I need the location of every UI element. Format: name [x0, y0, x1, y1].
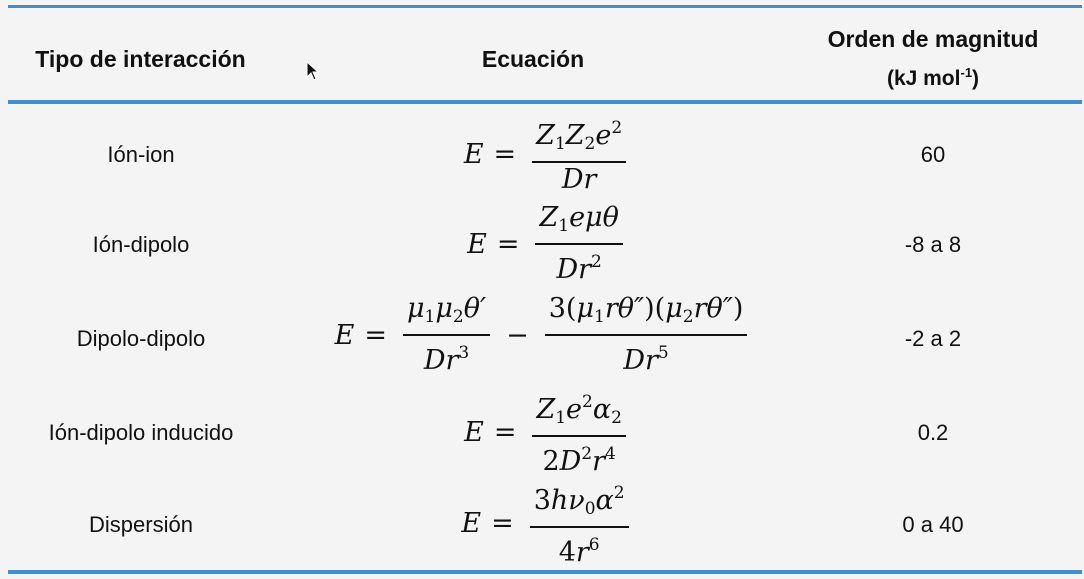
- equation-ion-ion: E = Z1Z2e2 Dr: [304, 109, 792, 199]
- interaction-type: Ión-dipolo inducido: [48, 420, 234, 445]
- interaction-table: Tipo de interacción Ecuación Orden de ma…: [8, 5, 1082, 575]
- header-magnitude: Orden de magnitud (kJ mol-1): [788, 22, 1078, 96]
- magnitude-value: -8 a 8: [904, 232, 962, 257]
- table-row: Ión-dipolo inducido E = Z1e2α2 2D2r4 0.2: [8, 387, 1082, 477]
- header-interaction-type: Tipo de interacción: [35, 46, 246, 72]
- interaction-type: Ión-dipolo: [92, 232, 190, 257]
- equation-dispersion: E = 3hν0α2 4r6: [304, 478, 792, 568]
- interaction-type: Dispersión: [89, 512, 193, 537]
- interaction-type: Ión-ion: [107, 142, 175, 167]
- header-rule: [8, 100, 1082, 104]
- bottom-rule: [8, 570, 1082, 574]
- table-row: Ión-dipolo E = Z1eμθ Dr2 -8 a 8: [8, 199, 1082, 289]
- mouse-pointer-icon: [306, 61, 320, 81]
- equation-ion-induced-dipole: E = Z1e2α2 2D2r4: [304, 387, 792, 477]
- unit-prefix: (kJ mol: [886, 67, 961, 90]
- magnitude-value: 0.2: [917, 420, 949, 445]
- equation-dipole-dipole: E = μ1μ2θ′ Dr3 − 3(μ1rθ″)(μ2rθ″) Dr5: [284, 290, 804, 380]
- table-header: Tipo de interacción Ecuación Orden de ma…: [8, 8, 1082, 100]
- interaction-type: Dipolo-dipolo: [76, 326, 206, 351]
- header-magnitude-title: Orden de magnitud: [827, 26, 1039, 52]
- table-row: Ión-ion E = Z1Z2e2 Dr 60: [8, 109, 1082, 199]
- equation-ion-dipole: E = Z1eμθ Dr2: [304, 199, 792, 289]
- table-row: Dipolo-dipolo E = μ1μ2θ′ Dr3 − 3(μ1rθ″)(μ2…: [8, 290, 1082, 380]
- header-magnitude-unit: (kJ mol-1): [788, 56, 1078, 96]
- header-equation: Ecuación: [481, 46, 585, 72]
- unit-suffix: ): [972, 67, 980, 90]
- table-row: Dispersión E = 3hν0α2 4r6 0 a 40: [8, 478, 1082, 568]
- top-rule: [8, 5, 1082, 8]
- magnitude-value: 60: [920, 142, 946, 167]
- unit-exponent: -1: [960, 65, 973, 80]
- magnitude-value: 0 a 40: [902, 512, 964, 537]
- magnitude-value: -2 a 2: [904, 326, 962, 351]
